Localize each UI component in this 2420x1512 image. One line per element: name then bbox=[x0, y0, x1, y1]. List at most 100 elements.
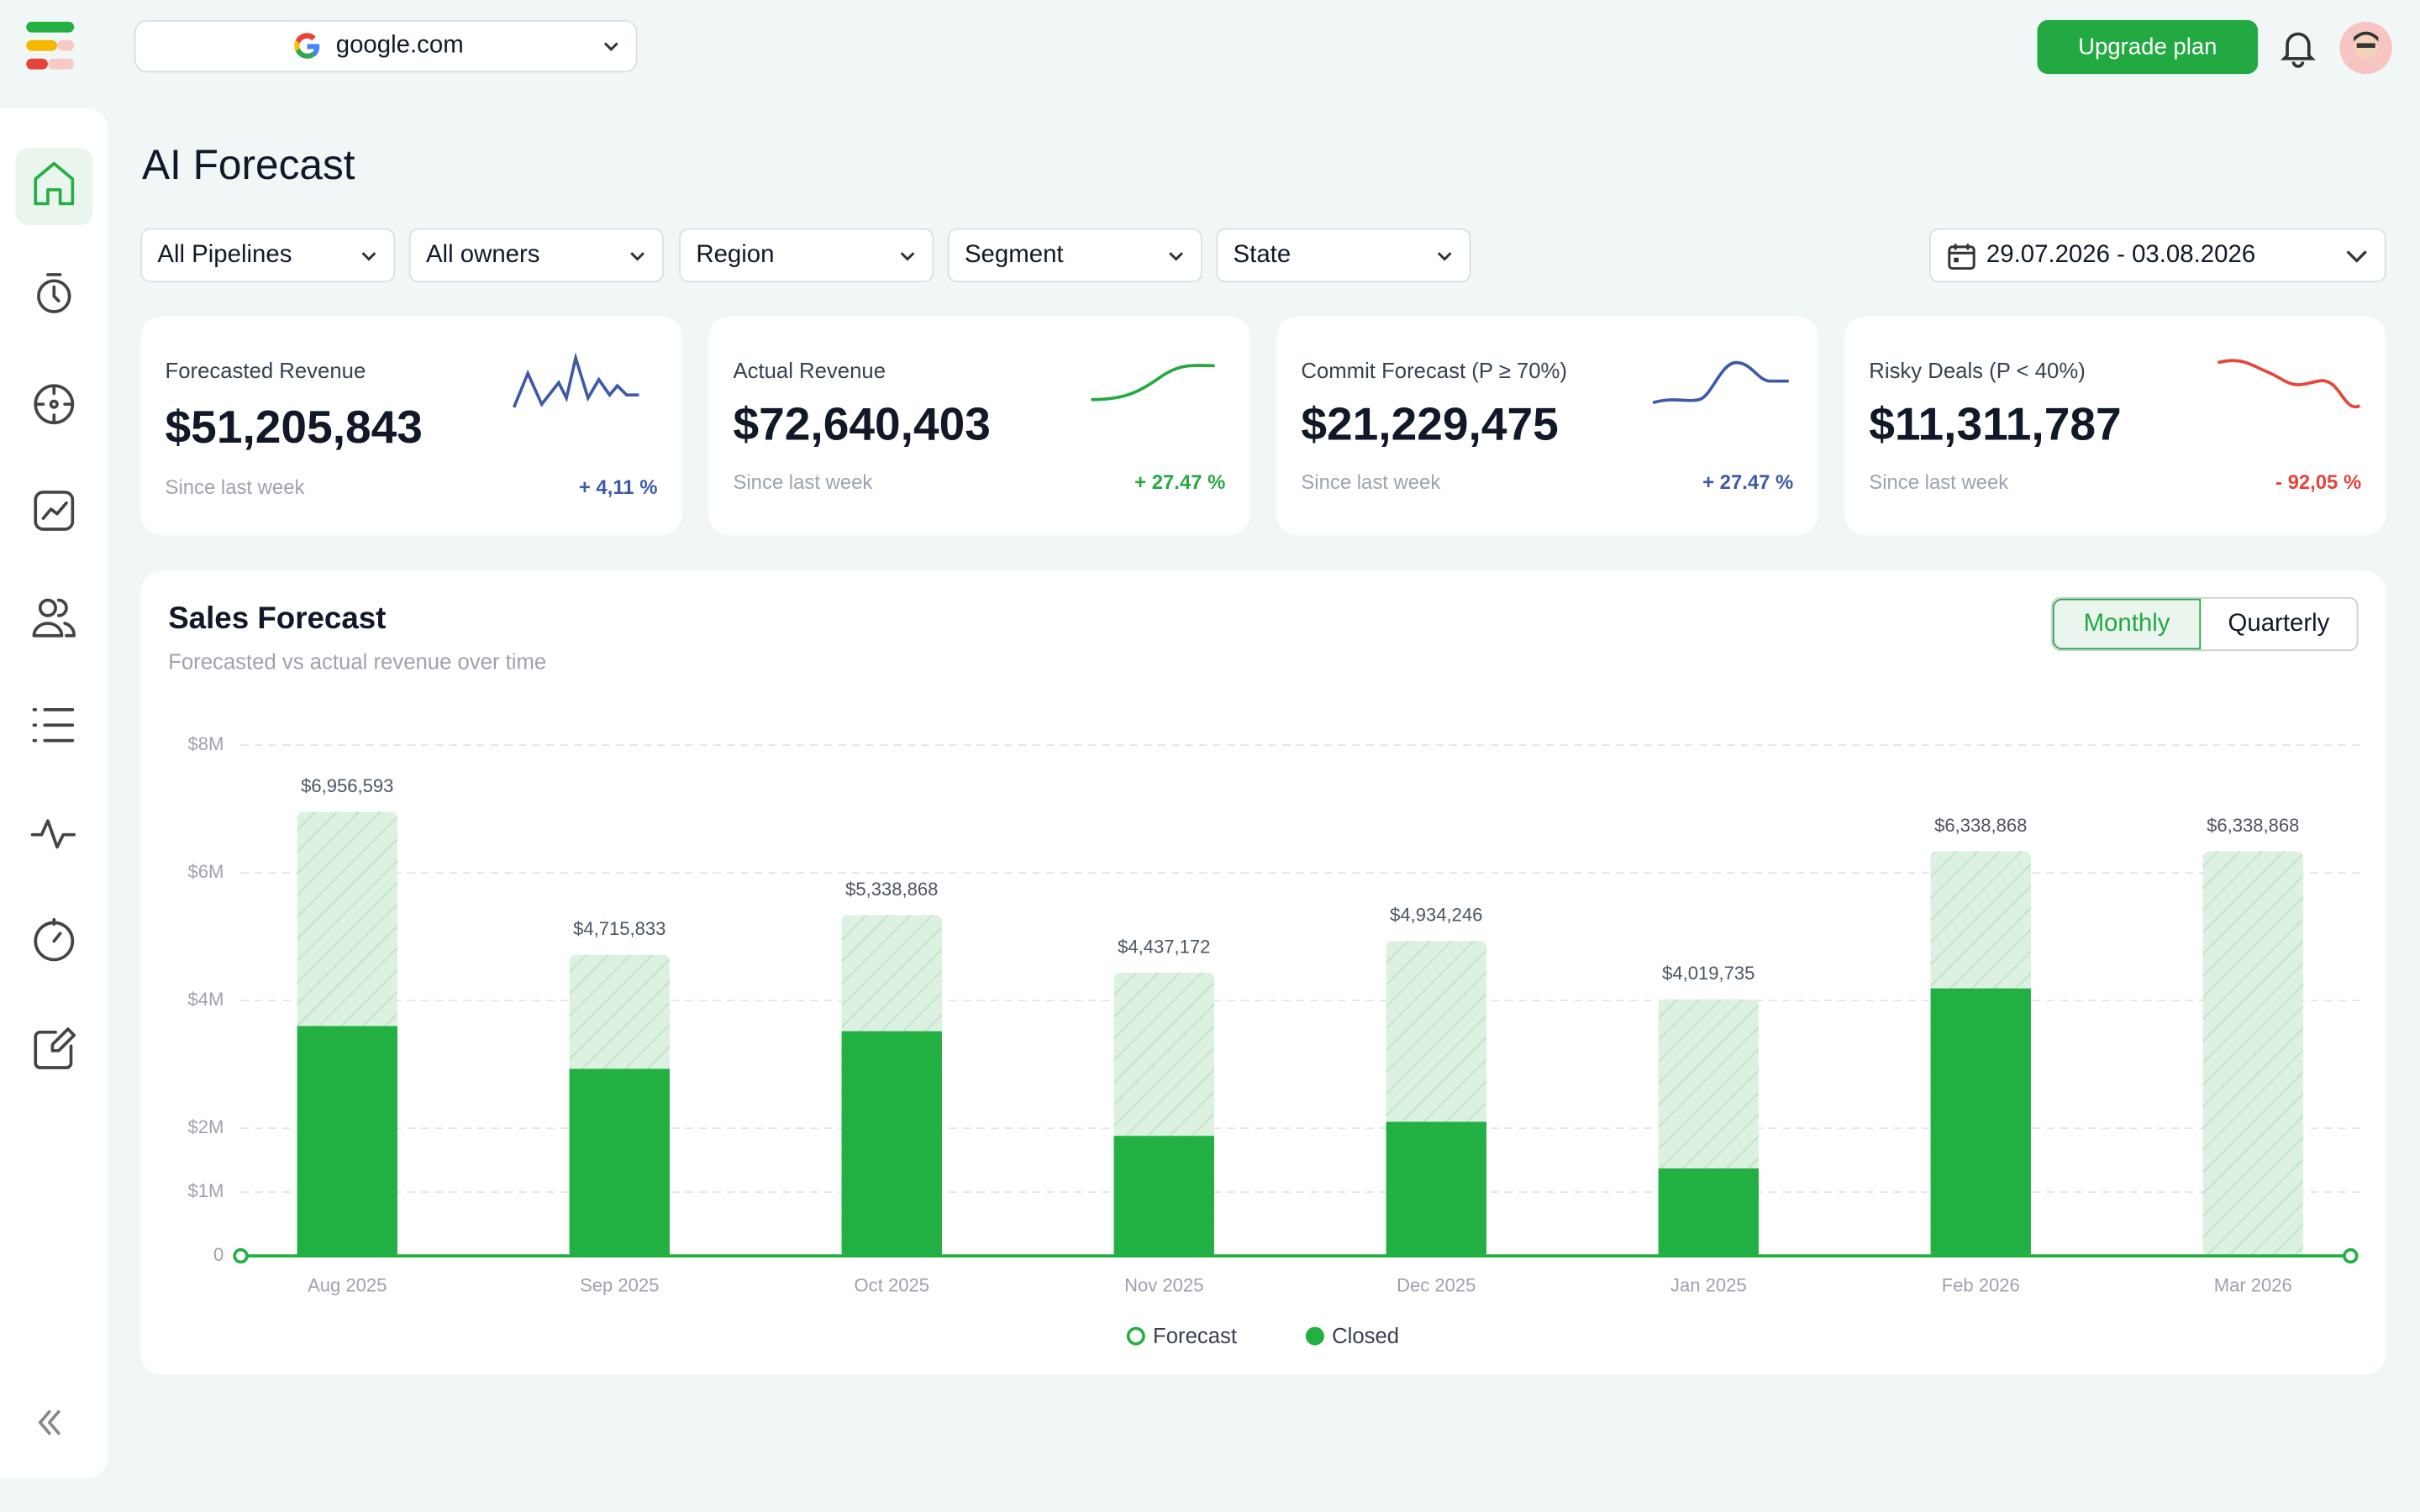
kpi-label: Commit Forecast (P ≥ 70%) bbox=[1301, 358, 1567, 383]
filter-label: All Pipelines bbox=[157, 241, 292, 268]
nav-icon[interactable] bbox=[34, 384, 75, 425]
data-label: $4,715,833 bbox=[573, 918, 666, 939]
page-title: AI Forecast bbox=[141, 141, 355, 189]
kpi-since: Since last week bbox=[165, 475, 305, 499]
closed-bar bbox=[569, 1068, 670, 1257]
filter-select[interactable]: All Pipelines bbox=[140, 228, 396, 283]
data-label: $6,338,868 bbox=[1934, 815, 2027, 836]
closed-bar bbox=[1386, 1121, 1486, 1257]
calendar-icon bbox=[1948, 243, 1975, 270]
sparkline bbox=[512, 353, 639, 408]
kpi-change: - 92,05 % bbox=[2275, 470, 2362, 494]
kpi-change: + 27.47 % bbox=[1134, 470, 1226, 494]
kpi-value: $51,205,843 bbox=[165, 402, 423, 454]
filter-select[interactable]: Region bbox=[679, 228, 934, 283]
closed-bar bbox=[1658, 1168, 1759, 1257]
kpi-card: Risky Deals (P < 40%) $11,311,787 Since … bbox=[1844, 316, 2386, 536]
chart: Sales Forecast Forecasted vs actual reve… bbox=[168, 601, 2360, 1348]
y-tick-label: $1M bbox=[187, 1180, 224, 1201]
sidebar bbox=[0, 108, 108, 1478]
closed-bar bbox=[297, 1026, 397, 1257]
filter-select[interactable]: All owners bbox=[408, 228, 664, 283]
kpi-change: + 27.47 % bbox=[1702, 470, 1794, 494]
data-label: $6,338,868 bbox=[2207, 815, 2299, 836]
kpi-since: Since last week bbox=[1869, 470, 2009, 494]
y-tick-label: $2M bbox=[187, 1116, 224, 1137]
toggle-option[interactable]: Monthly bbox=[2052, 598, 2202, 650]
period-toggle: Monthly Quarterly bbox=[2051, 596, 2359, 652]
filter-select[interactable]: State bbox=[1216, 228, 1471, 283]
logo bbox=[26, 21, 75, 70]
x-tick-label: Aug 2025 bbox=[308, 1275, 387, 1296]
nav-icon[interactable] bbox=[34, 917, 75, 962]
kpi-since: Since last week bbox=[733, 470, 873, 494]
upgrade-button[interactable]: Upgrade plan bbox=[2037, 19, 2259, 75]
closed-bar bbox=[1113, 1136, 1214, 1257]
x-tick-label: Mar 2026 bbox=[2214, 1275, 2292, 1296]
x-tick-label: Jan 2025 bbox=[1670, 1275, 1747, 1296]
kpi-card: Actual Revenue $72,640,403 Since last we… bbox=[708, 316, 1250, 536]
bell-icon[interactable] bbox=[2280, 28, 2317, 68]
closed-bar bbox=[1930, 988, 2031, 1257]
date-range[interactable]: 29.07.2026 - 03.08.2026 bbox=[1928, 228, 2386, 283]
data-label: $4,019,735 bbox=[1662, 963, 1754, 984]
filter-label: Segment bbox=[964, 241, 1064, 268]
data-label: $6,956,593 bbox=[301, 775, 393, 796]
nav-icon[interactable] bbox=[30, 819, 76, 849]
avatar[interactable] bbox=[2338, 20, 2394, 76]
x-tick-label: Dec 2025 bbox=[1397, 1275, 1476, 1296]
axis-end bbox=[233, 1247, 249, 1264]
kpi-label: Actual Revenue bbox=[733, 358, 886, 383]
nav-icon[interactable] bbox=[37, 273, 71, 313]
nav-icons bbox=[30, 161, 76, 1436]
kpi-value: $21,229,475 bbox=[1301, 399, 1559, 451]
nav-icon[interactable] bbox=[34, 491, 75, 531]
kpi-change: + 4,11 % bbox=[578, 475, 658, 499]
kpi-since: Since last week bbox=[1301, 470, 1441, 494]
date-text: 29.07.2026 - 03.08.2026 bbox=[1986, 241, 2256, 268]
sparkline bbox=[1091, 364, 1215, 402]
x-tick-label: Sep 2025 bbox=[580, 1275, 659, 1296]
closed-bar bbox=[841, 1031, 942, 1257]
legend-label: Forecast bbox=[1153, 1325, 1237, 1348]
data-label: $5,338,868 bbox=[845, 879, 938, 900]
nav-active[interactable] bbox=[15, 148, 93, 226]
axis-end bbox=[2343, 1247, 2359, 1264]
kpi-card: Commit Forecast (P ≥ 70%) $21,229,475 Si… bbox=[1276, 316, 1818, 536]
y-tick-label: $4M bbox=[187, 989, 224, 1010]
nav-icon[interactable] bbox=[34, 1027, 76, 1069]
toggle-option[interactable]: Quarterly bbox=[2228, 610, 2330, 637]
filter-label: All owners bbox=[425, 241, 540, 268]
forecast-bar bbox=[2202, 851, 2303, 1257]
chart-panel: Monthly Quarterly Sales Forecast Forecas… bbox=[140, 570, 2386, 1375]
google-icon bbox=[293, 33, 319, 59]
x-tick-label: Nov 2025 bbox=[1124, 1275, 1203, 1296]
domain: google.com bbox=[335, 32, 464, 59]
chart-title: Sales Forecast bbox=[168, 601, 386, 635]
kpi-value: $11,311,787 bbox=[1869, 399, 2122, 451]
nav-icon[interactable] bbox=[32, 708, 75, 743]
sparkline bbox=[2217, 359, 2361, 409]
legend-marker bbox=[1126, 1326, 1145, 1346]
kpi-card: Forecasted Revenue $51,205,843 Since las… bbox=[140, 316, 682, 536]
kpi-value: $72,640,403 bbox=[733, 399, 991, 451]
collapse-icon[interactable] bbox=[38, 1410, 60, 1436]
legend-label: Closed bbox=[1332, 1325, 1399, 1348]
sparkline bbox=[1652, 360, 1789, 405]
filter-select[interactable]: Segment bbox=[947, 228, 1202, 283]
y-tick-label: 0 bbox=[213, 1244, 224, 1265]
data-label: $4,934,246 bbox=[1390, 905, 1482, 926]
nav-icon[interactable] bbox=[32, 598, 76, 638]
kpi-label: Risky Deals (P < 40%) bbox=[1869, 358, 2086, 383]
chart-subtitle: Forecasted vs actual revenue over time bbox=[168, 651, 546, 675]
home-icon[interactable] bbox=[34, 161, 75, 206]
data-label: $4,437,172 bbox=[1118, 936, 1210, 957]
kpi-label: Forecasted Revenue bbox=[165, 358, 366, 383]
y-tick-label: $6M bbox=[187, 861, 224, 882]
y-tick-label: $8M bbox=[187, 733, 224, 754]
filter-label: Region bbox=[696, 241, 775, 268]
domain-select[interactable]: google.com bbox=[134, 19, 638, 73]
x-tick-label: Feb 2026 bbox=[1942, 1275, 2020, 1296]
